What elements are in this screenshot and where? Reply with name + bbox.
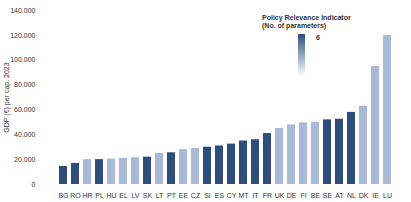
svg-text:EE: EE [179,192,189,199]
svg-text:AT: AT [335,192,344,199]
svg-text:CZ: CZ [191,192,201,199]
svg-text:PL: PL [95,192,104,199]
html-text:6: 6 [316,34,320,41]
svg-text:LT: LT [156,192,164,199]
svg-text:100.000: 100.000 [10,56,35,63]
html-text:Policy Relevance Indicator (No: Policy Relevance Indicator (No. of param… [262,14,351,29]
svg-text:DK: DK [359,192,369,199]
svg-text:GDP (€) per cap. 2023: GDP (€) per cap. 2023 [3,62,11,132]
svg-text:LU: LU [383,192,392,199]
svg-text:80.000: 80.000 [14,81,36,88]
svg-text:BG: BG [58,192,68,199]
svg-text:SK: SK [143,192,153,199]
svg-text:SE: SE [323,192,333,199]
svg-text:FR: FR [263,192,272,199]
svg-text:IT: IT [252,192,259,199]
svg-text:20.000: 20.000 [14,156,36,163]
svg-text:CY: CY [227,192,237,199]
svg-text:IE: IE [372,192,379,199]
svg-text:PT: PT [167,192,177,199]
svg-text:0: 0 [32,181,36,188]
svg-text:RO: RO [70,192,81,199]
svg-text:HR: HR [82,192,92,199]
svg-text:BE: BE [311,192,321,199]
svg-text:MT: MT [238,192,249,199]
svg-text:UK: UK [275,192,285,199]
svg-text:LV: LV [131,192,139,199]
svg-text:EL: EL [119,192,128,199]
svg-text:120.000: 120.000 [10,32,35,39]
svg-text:40.000: 40.000 [14,131,36,138]
svg-text:60.000: 60.000 [14,106,36,113]
svg-text:HU: HU [106,192,116,199]
svg-text:SI: SI [204,192,211,199]
svg-text:ES: ES [215,192,225,199]
svg-text:NL: NL [347,192,356,199]
svg-text:DE: DE [287,192,297,199]
svg-text:140.000: 140.000 [10,7,35,14]
svg-text:FI: FI [300,192,306,199]
